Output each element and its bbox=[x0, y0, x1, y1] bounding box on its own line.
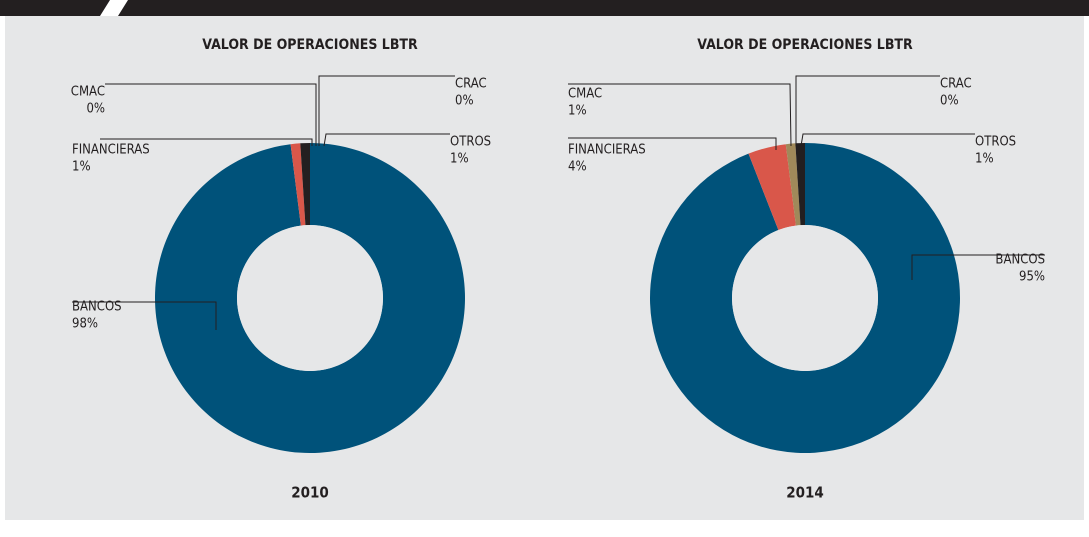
leader-line bbox=[105, 83, 317, 146]
segment-label: CMAC bbox=[568, 87, 602, 102]
donut-segment bbox=[649, 143, 960, 453]
segment-label: CRAC bbox=[940, 77, 972, 92]
leader-line bbox=[72, 301, 217, 330]
segment-value-label: 0% bbox=[455, 94, 474, 109]
segment-value-label: 1% bbox=[975, 152, 994, 167]
chart-title: VALOR DE OPERACIONES LBTR bbox=[697, 37, 913, 53]
segment-value-label: 0% bbox=[940, 94, 959, 109]
donut-hole bbox=[237, 225, 383, 371]
top-bar bbox=[0, 0, 1089, 16]
segment-label: OTROS bbox=[975, 135, 1016, 150]
segment-label: FINANCIERAS bbox=[72, 143, 150, 158]
leader-line bbox=[323, 133, 450, 147]
leader-line bbox=[568, 137, 777, 150]
leader-line bbox=[911, 254, 1045, 280]
segment-label: FINANCIERAS bbox=[568, 143, 646, 158]
chart-title: VALOR DE OPERACIONES LBTR bbox=[202, 37, 418, 53]
top-bar-slash bbox=[100, 0, 128, 16]
donut-segment bbox=[300, 143, 310, 226]
segment-value-label: 1% bbox=[72, 160, 91, 175]
segment-label: BANCOS bbox=[72, 300, 122, 315]
chart-subtitle: 2014 bbox=[786, 484, 824, 502]
donut-segment bbox=[795, 143, 805, 226]
donut-segment bbox=[748, 144, 796, 231]
leader-line bbox=[795, 75, 940, 146]
donut-hole bbox=[732, 225, 878, 371]
segment-label: BANCOS bbox=[995, 253, 1045, 268]
leader-line bbox=[100, 138, 313, 146]
chart-subtitle: 2010 bbox=[291, 484, 329, 502]
leader-line bbox=[568, 83, 792, 147]
segment-value-label: 4% bbox=[568, 160, 587, 175]
segment-label: OTROS bbox=[450, 135, 491, 150]
segment-label: CRAC bbox=[455, 77, 487, 92]
segment-value-label: 95% bbox=[1019, 270, 1045, 285]
segment-value-label: 0% bbox=[86, 102, 105, 117]
leader-line bbox=[800, 133, 975, 147]
donut-segment bbox=[290, 143, 306, 226]
donut-segment bbox=[785, 143, 801, 226]
segment-value-label: 98% bbox=[72, 317, 98, 332]
leader-line bbox=[318, 75, 455, 146]
segment-value-label: 1% bbox=[450, 152, 469, 167]
donut-segment bbox=[154, 143, 465, 453]
segment-value-label: 1% bbox=[568, 104, 587, 119]
segment-label: CMAC bbox=[71, 85, 105, 100]
